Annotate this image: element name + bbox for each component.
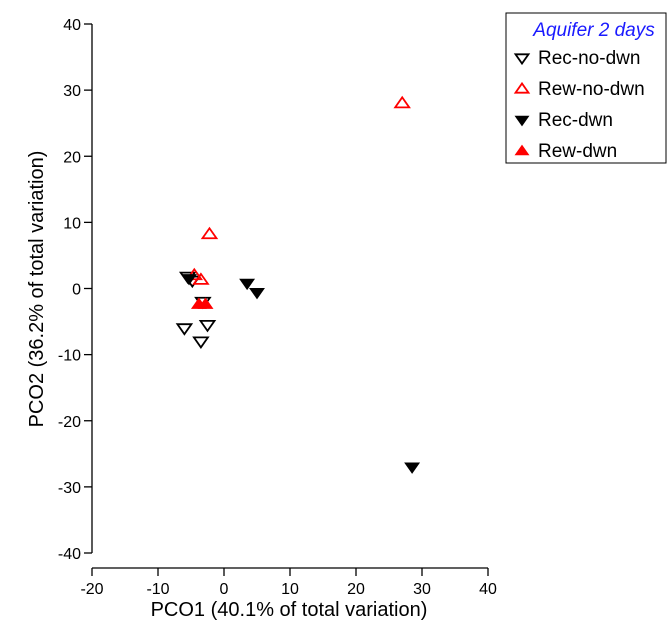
y-tick-label: -40: [58, 546, 81, 563]
legend-marker: [514, 144, 530, 156]
data-point: [249, 287, 265, 300]
x-tick-label: 0: [220, 581, 229, 598]
legend: Aquifer 2 days Rec-no-dwn Rew-no-dwn Rec-dw…: [505, 12, 667, 164]
legend-title: Aquifer 2 days: [532, 20, 655, 41]
legend-label: Rec-dwn: [538, 110, 613, 131]
data-point: [404, 462, 421, 474]
y-tick-label: 30: [63, 83, 81, 100]
x-tick-label: 10: [281, 581, 299, 598]
y-tick-label: -30: [58, 480, 81, 497]
x-tick-label: 20: [347, 581, 365, 598]
data-point: [192, 336, 210, 349]
legend-label: Rew-no-dwn: [538, 79, 645, 100]
series-rew-dwn: [190, 297, 214, 309]
x-tick-label: 30: [413, 581, 431, 598]
legend-marker: [513, 53, 531, 66]
legend-marker: [514, 115, 530, 127]
legend-label: Rec-no-dwn: [538, 48, 640, 69]
y-tick-label: 20: [63, 149, 81, 166]
series-rec-dwn: [181, 274, 421, 474]
data-point: [198, 319, 217, 333]
x-tick-label: 40: [479, 581, 497, 598]
series-rew-no-dwn: [185, 95, 411, 285]
y-tick-label: -10: [58, 348, 81, 365]
data-points: [175, 95, 421, 474]
y-tick-label: 0: [72, 282, 81, 299]
legend-label: Rew-dwn: [538, 141, 617, 162]
y-tick-label: -20: [58, 414, 81, 431]
data-point: [175, 323, 194, 336]
legend-marker: [513, 81, 531, 94]
x-tick-label: -20: [80, 581, 103, 598]
data-point: [393, 95, 411, 109]
y-tick-label: 40: [63, 17, 81, 34]
x-axis-title: PCO1 (40.1% of total variation): [151, 599, 428, 621]
data-point: [197, 297, 214, 309]
axes: -40 -30 -20 -10 0 10 20 30 40 -20 -10 0 10 20 30 40: [58, 17, 497, 598]
data-point: [181, 274, 197, 286]
x-tick-label: -10: [146, 581, 169, 598]
legend-box: [505, 12, 667, 164]
data-point: [239, 278, 256, 291]
y-axis-title: PCO2 (36.2% of total variation): [26, 151, 48, 428]
y-tick-label: 10: [63, 215, 81, 232]
data-point: [200, 226, 219, 240]
